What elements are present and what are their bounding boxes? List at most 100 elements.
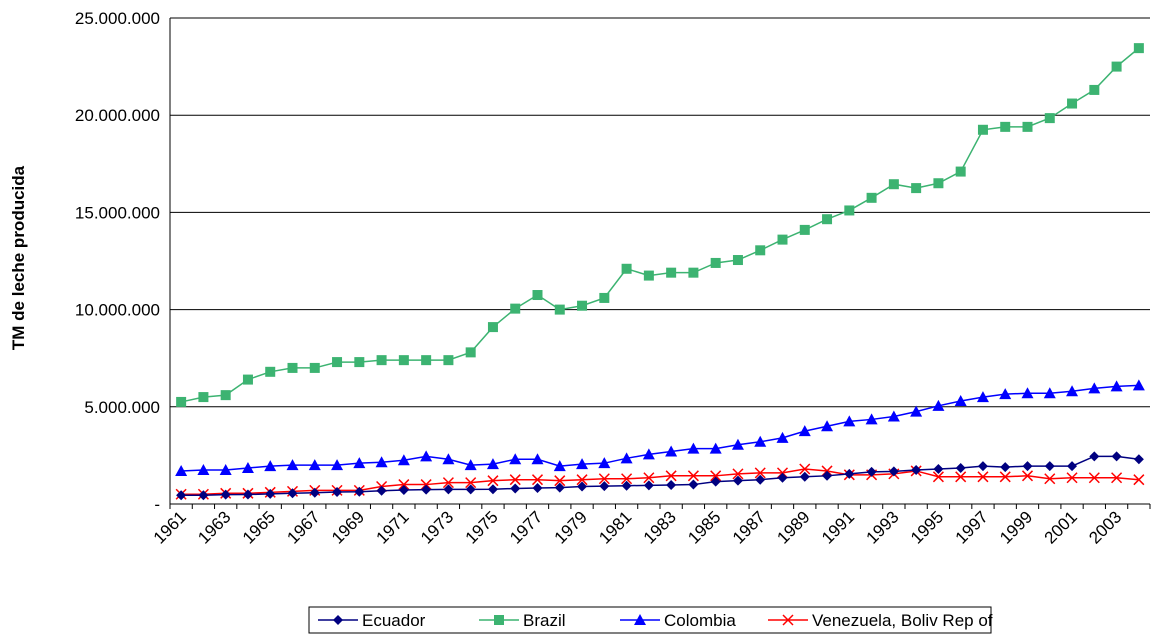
data-point <box>1088 472 1100 484</box>
data-point <box>510 483 521 494</box>
data-point <box>642 448 655 460</box>
series-venezuela <box>175 463 1145 500</box>
data-point <box>443 355 454 366</box>
data-point <box>308 459 321 471</box>
data-point <box>510 303 521 314</box>
data-point <box>465 347 476 358</box>
data-point <box>220 489 231 500</box>
x-tick-label: 1995 <box>907 507 947 547</box>
gridlines <box>170 17 1150 408</box>
data-point <box>487 484 498 495</box>
y-tick-label: 10.000.000 <box>75 301 160 320</box>
y-tick-label: - <box>154 495 160 514</box>
x-tick-label: 1971 <box>373 507 413 547</box>
data-point <box>710 257 721 268</box>
data-point <box>442 477 454 489</box>
data-point <box>176 490 187 501</box>
data-point <box>732 255 743 266</box>
data-point <box>1021 387 1034 399</box>
data-point <box>1043 387 1056 399</box>
data-point <box>932 399 945 411</box>
data-point <box>710 470 722 482</box>
data-point <box>1000 121 1011 132</box>
x-tick-label: 1999 <box>996 507 1036 547</box>
data-point <box>887 410 900 422</box>
legend-marker <box>333 615 343 625</box>
data-point <box>776 431 789 443</box>
data-point <box>265 366 276 377</box>
data-point <box>731 438 744 450</box>
data-point <box>955 471 967 483</box>
data-point <box>1110 380 1123 392</box>
x-tick-label: 1979 <box>551 507 591 547</box>
data-point <box>198 490 209 501</box>
x-tick-label: 1965 <box>239 507 279 547</box>
legend-label: Brazil <box>523 611 566 630</box>
y-tick-label: 20.000.000 <box>75 106 160 125</box>
data-point <box>687 442 700 454</box>
x-tick-label: 1975 <box>462 507 502 547</box>
data-point <box>666 267 677 278</box>
data-point <box>599 481 610 492</box>
data-point <box>755 474 766 485</box>
data-point <box>176 396 187 407</box>
data-point <box>621 263 632 274</box>
data-point <box>933 178 944 189</box>
legend-marker <box>634 614 646 625</box>
data-point <box>977 461 988 472</box>
data-point <box>354 357 365 368</box>
data-point <box>798 425 811 437</box>
data-point <box>219 463 232 475</box>
x-tick-label: 1977 <box>506 507 546 547</box>
x-tick-label: 2001 <box>1041 507 1081 547</box>
y-axis-title: TM de leche producida <box>9 165 28 350</box>
data-point <box>398 355 409 366</box>
data-point <box>865 413 878 425</box>
x-tick-label: 1969 <box>328 507 368 547</box>
data-point <box>532 290 543 301</box>
data-point <box>822 214 833 225</box>
data-point <box>509 453 522 465</box>
x-tick-label: 1967 <box>283 507 323 547</box>
legend-marker <box>782 614 794 626</box>
data-point <box>822 470 833 481</box>
series-ecuador <box>176 451 1144 501</box>
legend-label: Ecuador <box>362 611 426 630</box>
data-point <box>332 357 343 368</box>
data-point <box>287 362 298 373</box>
data-point <box>332 486 343 497</box>
x-tick-label: 1991 <box>818 507 858 547</box>
data-point <box>487 322 498 333</box>
data-point <box>777 472 788 483</box>
data-point <box>799 463 811 475</box>
x-tick-label: 1963 <box>194 507 234 547</box>
series-brazil <box>176 43 1144 407</box>
legend-label: Venezuela, Boliv Rep of <box>812 611 993 630</box>
data-point <box>844 468 855 479</box>
data-point <box>376 485 387 496</box>
data-point <box>1133 454 1144 465</box>
data-point <box>977 124 988 135</box>
data-point <box>398 479 410 491</box>
legend: Ecuador Brazil Colombia Venezuela, Boliv Re… <box>308 606 993 634</box>
data-point <box>754 435 767 447</box>
data-point <box>1067 461 1078 472</box>
data-point <box>1089 451 1100 462</box>
data-point <box>532 483 543 494</box>
data-point <box>442 453 455 465</box>
data-point <box>1132 379 1145 391</box>
series-colombia <box>175 379 1145 476</box>
data-point <box>911 464 922 475</box>
data-point <box>1111 61 1122 72</box>
data-point <box>910 405 923 417</box>
y-tick-label: 15.000.000 <box>75 203 160 222</box>
data-point <box>553 460 566 472</box>
data-point <box>331 459 344 471</box>
x-tick-label: 1983 <box>640 507 680 547</box>
data-point <box>487 475 499 487</box>
data-point <box>599 292 610 303</box>
legend-marker <box>494 615 504 625</box>
data-point <box>577 300 588 311</box>
data-point <box>1066 385 1079 397</box>
